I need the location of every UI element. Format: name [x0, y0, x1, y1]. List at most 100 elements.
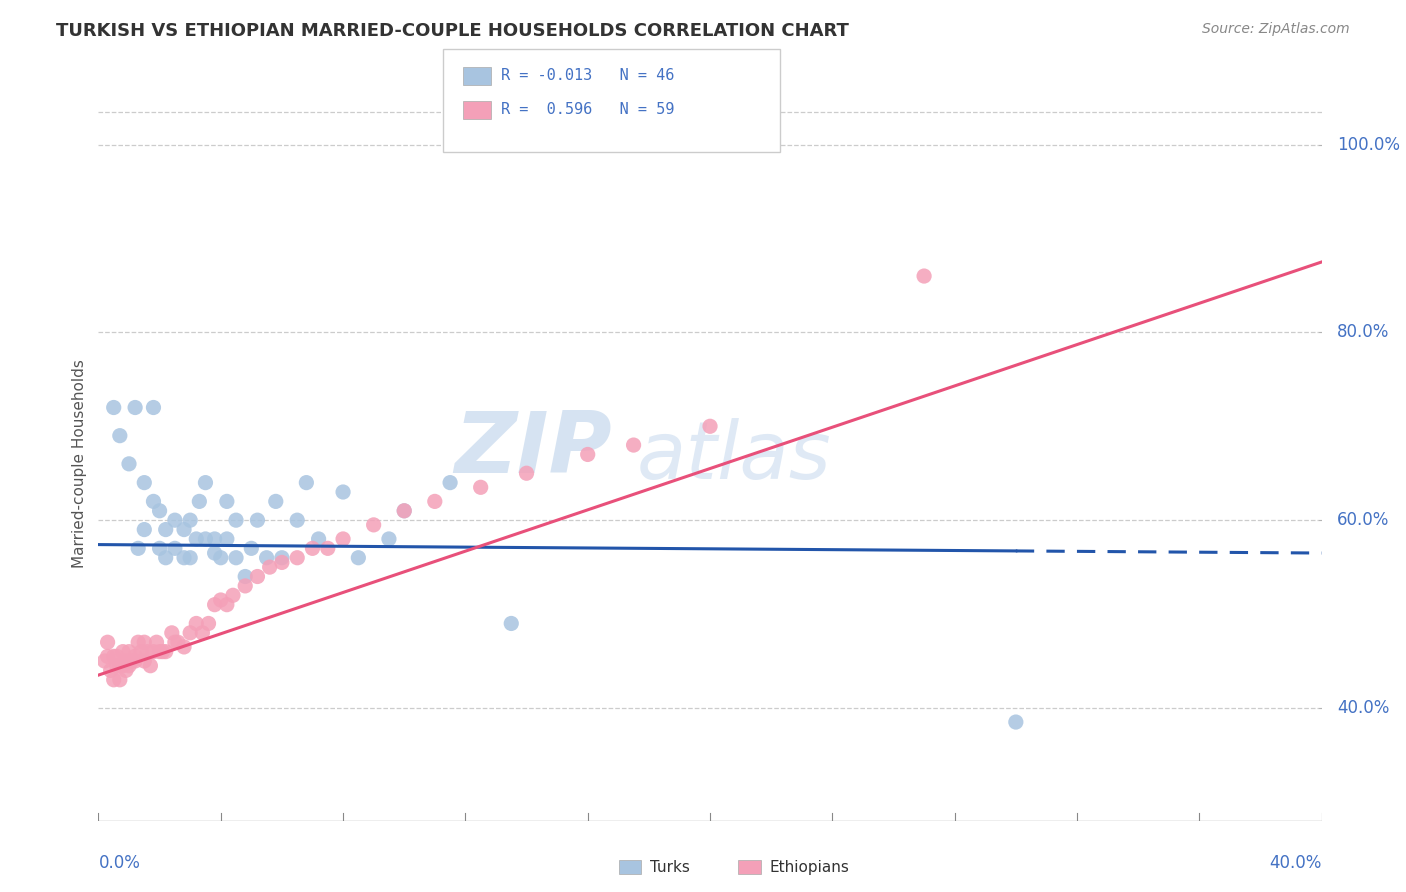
Point	[105, 658, 128, 673]
Point	[111, 658, 134, 673]
Point	[215, 494, 238, 508]
Point	[115, 654, 138, 668]
Point	[136, 645, 159, 659]
Point	[270, 556, 292, 570]
Point	[124, 649, 146, 664]
Point	[108, 673, 131, 687]
Point	[142, 401, 165, 415]
Point	[259, 560, 281, 574]
Point	[204, 532, 226, 546]
Point	[100, 664, 122, 678]
Text: Ethiopians: Ethiopians	[769, 860, 849, 874]
Point	[285, 513, 308, 527]
Text: R = -0.013   N = 46: R = -0.013 N = 46	[501, 69, 673, 83]
Point	[285, 550, 308, 565]
Point	[332, 532, 354, 546]
Point	[623, 438, 645, 452]
Text: Source: ZipAtlas.com: Source: ZipAtlas.com	[1202, 22, 1350, 37]
Point	[204, 546, 226, 560]
Point	[332, 485, 354, 500]
Point	[118, 645, 141, 659]
Point	[215, 532, 238, 546]
Point	[111, 645, 134, 659]
Point	[124, 401, 146, 415]
Point	[191, 625, 214, 640]
Text: ZIP: ZIP	[454, 408, 612, 491]
Text: R =  0.596   N = 59: R = 0.596 N = 59	[501, 103, 673, 117]
Point	[173, 523, 195, 537]
Text: TURKISH VS ETHIOPIAN MARRIED-COUPLE HOUSEHOLDS CORRELATION CHART: TURKISH VS ETHIOPIAN MARRIED-COUPLE HOUS…	[56, 22, 849, 40]
Text: 40.0%: 40.0%	[1337, 699, 1389, 717]
Point	[363, 517, 385, 532]
Point	[97, 649, 120, 664]
Point	[439, 475, 461, 490]
Point	[516, 467, 538, 481]
Text: atlas: atlas	[637, 417, 831, 496]
Point	[240, 541, 263, 556]
Point	[194, 475, 217, 490]
Point	[127, 541, 149, 556]
Point	[912, 268, 935, 283]
Point	[233, 579, 256, 593]
Point	[145, 635, 167, 649]
Point	[97, 635, 120, 649]
Text: 0.0%: 0.0%	[98, 854, 141, 871]
Point	[576, 447, 599, 461]
Point	[270, 550, 292, 565]
Point	[1004, 714, 1026, 729]
Text: 80.0%: 80.0%	[1337, 324, 1389, 342]
Point	[103, 649, 125, 664]
Point	[134, 475, 156, 490]
Point	[167, 635, 190, 649]
Point	[149, 504, 172, 518]
Point	[115, 664, 138, 678]
Point	[103, 401, 125, 415]
Point	[160, 625, 183, 640]
Point	[155, 645, 177, 659]
Point	[173, 550, 195, 565]
Point	[194, 532, 217, 546]
Point	[173, 640, 195, 654]
Point	[186, 532, 208, 546]
Point	[134, 654, 156, 668]
Point	[149, 645, 172, 659]
Point	[108, 428, 131, 442]
Point	[121, 654, 143, 668]
Point	[246, 513, 269, 527]
Point	[134, 635, 156, 649]
Point	[163, 541, 186, 556]
Point	[152, 645, 174, 659]
Text: Turks: Turks	[650, 860, 689, 874]
Point	[186, 616, 208, 631]
Point	[264, 494, 287, 508]
Text: 60.0%: 60.0%	[1337, 511, 1389, 529]
Point	[118, 658, 141, 673]
Point	[470, 480, 492, 494]
Point	[134, 523, 156, 537]
Point	[105, 649, 128, 664]
Point	[149, 541, 172, 556]
Point	[256, 550, 278, 565]
Point	[155, 523, 177, 537]
Point	[179, 550, 201, 565]
Point	[155, 550, 177, 565]
Point	[378, 532, 401, 546]
Point	[308, 532, 330, 546]
Point	[108, 658, 131, 673]
Point	[103, 673, 125, 687]
Point	[316, 541, 339, 556]
Point	[142, 494, 165, 508]
Point	[93, 654, 115, 668]
Point	[215, 598, 238, 612]
Point	[179, 625, 201, 640]
Point	[246, 569, 269, 583]
Point	[204, 598, 226, 612]
Point	[501, 616, 523, 631]
Point	[139, 658, 162, 673]
Point	[222, 588, 245, 602]
Point	[225, 550, 247, 565]
Point	[209, 550, 232, 565]
Point	[118, 457, 141, 471]
Text: 40.0%: 40.0%	[1270, 854, 1322, 871]
Point	[301, 541, 323, 556]
